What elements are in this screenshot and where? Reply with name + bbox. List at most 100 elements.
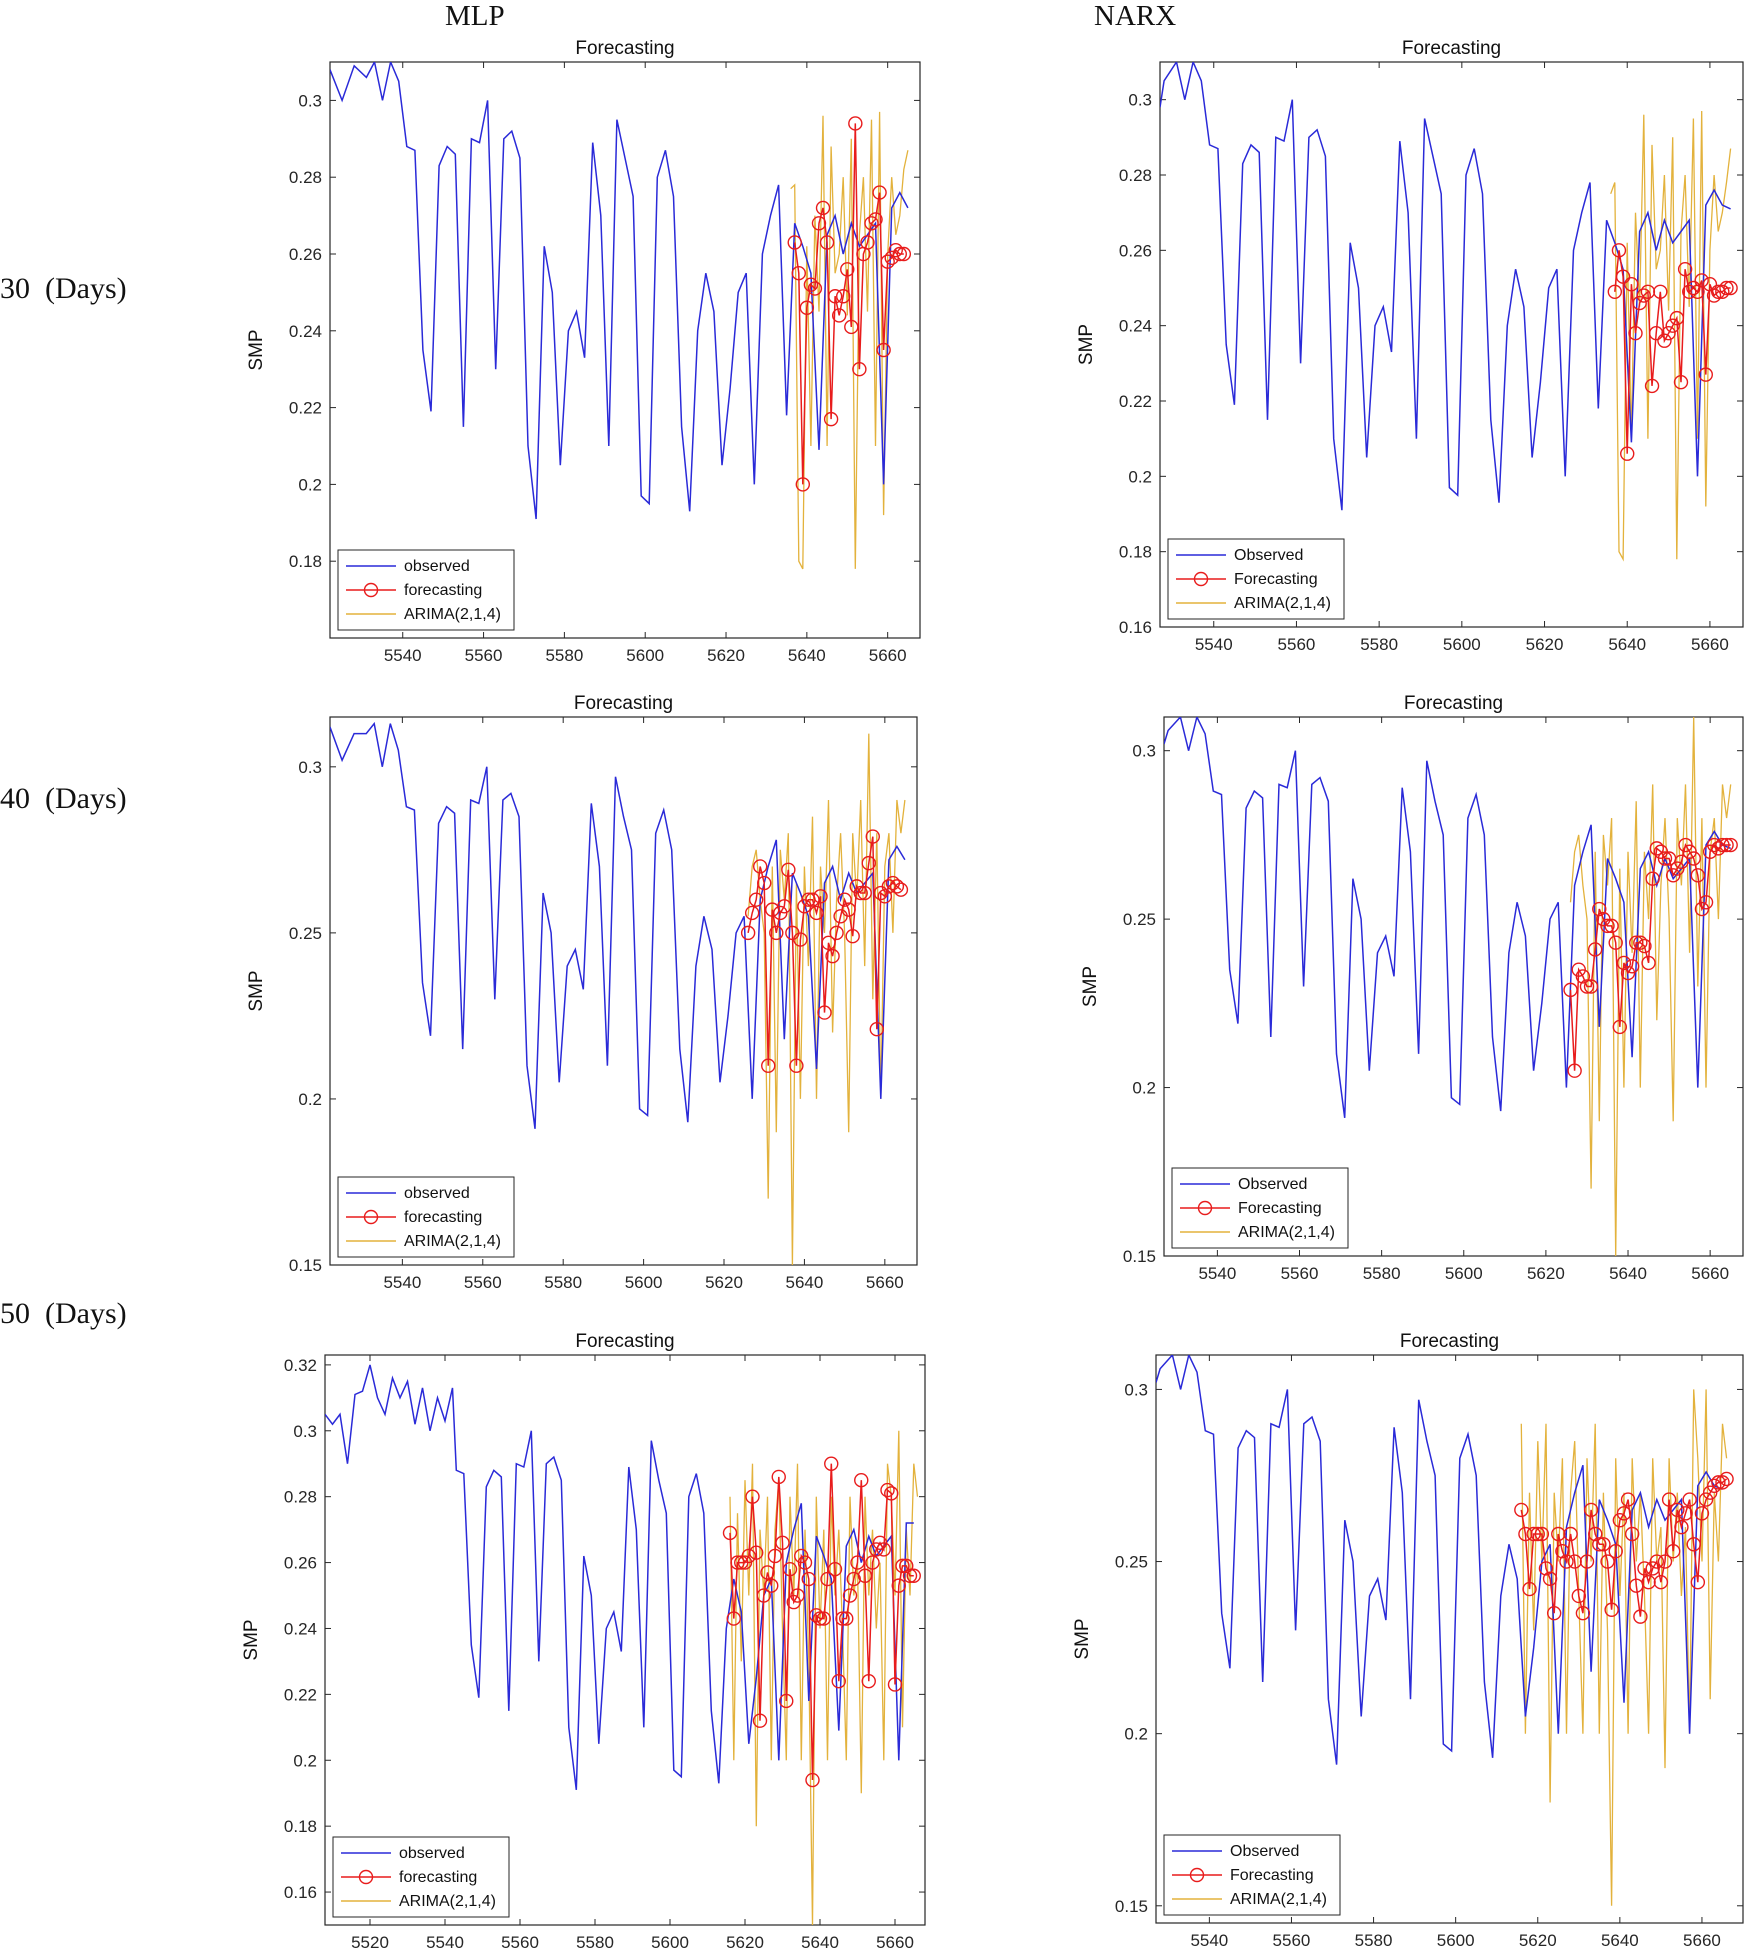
forecast-point [1616,1506,1632,1521]
y-tick-label: 0.2 [293,1751,317,1770]
forecast-point [761,1058,776,1073]
y-tick-label: 0.3 [298,91,322,110]
x-tick-label: 5580 [1360,635,1398,654]
forecast-point [1669,310,1685,326]
legend-label-observed: Observed [1238,1176,1307,1193]
forecast-point [1600,1554,1615,1569]
y-axis-label: SMP [241,1619,262,1660]
forecast-point [1686,1537,1701,1552]
legend-label-observed: Observed [1230,1843,1299,1860]
forecast-point [1583,1502,1599,1518]
forecast-point [868,212,883,227]
forecast-point [842,1588,858,1603]
forecast-point [1600,918,1615,934]
y-tick-label: 0.3 [1132,742,1156,761]
forecast-point [857,885,872,901]
y-tick-label: 0.3 [1128,91,1152,110]
chart-title: Forecasting [575,1331,674,1352]
series-group [1164,717,1738,1256]
forecast-point [748,892,764,907]
forecast-point [1563,982,1578,998]
x-tick-label: 5600 [1437,1931,1475,1950]
forecast-point [1542,1571,1558,1586]
forecast-point [880,1482,895,1498]
legend-label-arima: ARIMA(2,1,4) [404,1233,501,1250]
series-group [330,721,909,1265]
x-tick-label: 5560 [501,1933,539,1951]
forecast-point [1620,1492,1636,1507]
series-line-forecasting [747,836,902,1066]
y-tick-label: 0.28 [1119,166,1152,185]
y-tick-label: 0.28 [284,1488,317,1507]
forecast-point [861,1673,876,1689]
forecast-point [1673,374,1689,390]
legend-label-observed: observed [404,558,470,575]
x-tick-label: 5560 [1273,1931,1311,1950]
forecast-point [829,925,844,941]
forecast-point [1715,284,1730,299]
forecast-point [895,1558,910,1574]
x-tick-label: 5620 [705,1273,743,1292]
forecast-point [756,1588,771,1603]
legend-marker [1193,571,1209,587]
forecast-point [1604,1602,1619,1617]
legend-label-arima: ARIMA(2,1,4) [399,1893,496,1910]
series-line-observed [330,62,909,520]
forecast-point [815,200,831,216]
forecast-point [1632,295,1647,311]
forecast-point [795,477,811,492]
x-tick-label: 5580 [1355,1931,1393,1950]
forecast-point [805,1772,820,1788]
x-tick-label: 5560 [1281,1264,1319,1283]
forecast-point [899,1558,914,1574]
chart-title: Forecasting [1402,38,1501,59]
forecast-point [1645,871,1660,886]
forecast-point [790,1588,805,1603]
forecast-point [1514,1502,1529,1518]
forecast-point [1686,851,1701,866]
row-header-40-days: 40 (Days) [0,782,127,815]
x-tick-label: 5580 [1363,1264,1401,1283]
x-tick-label: 5540 [426,1933,464,1951]
forecast-point [744,905,760,921]
forecast-point [1715,837,1730,853]
forecast-point [1628,326,1643,341]
forecast-point [1723,837,1738,853]
plot-area [1163,716,1744,1257]
series-line-arima [1520,1389,1728,1906]
y-tick-label: 0.32 [284,1356,317,1375]
x-tick-label: 5600 [1445,1264,1483,1283]
y-tick-label: 0.16 [284,1883,317,1902]
x-tick-label: 5640 [1601,1931,1639,1950]
y-tick-label: 0.15 [1123,1247,1156,1266]
forecast-point [1607,284,1623,299]
forecast-point [1633,935,1648,950]
legend-marker [358,1869,374,1885]
forecast-point [1624,959,1640,974]
forecast-point [752,1713,768,1728]
series-line-observed [1156,1355,1723,1765]
forecast-point [771,1469,786,1485]
forecast-point [892,246,907,262]
forecast-point [1620,446,1635,461]
y-tick-label: 0.2 [1128,467,1152,486]
forecast-point [1608,1544,1623,1559]
forecast-point [1677,261,1693,277]
forecast-point [1559,1554,1574,1569]
y-tick-label: 0.2 [1132,1079,1156,1098]
forecast-point [813,889,828,904]
x-tick-label: 5640 [788,646,826,665]
forecast-point [1719,1471,1734,1487]
x-tick-label: 5540 [1195,635,1233,654]
forecast-point [1661,326,1676,341]
forecast-point [877,889,893,904]
forecast-point [844,319,859,335]
forecast-point [846,1571,861,1587]
legend-label-observed: observed [404,1185,470,1202]
forecast-point [827,289,843,304]
forecast-point [872,185,887,200]
forecast-point [1596,1537,1611,1552]
legend-label-observed: Observed [1234,547,1303,564]
